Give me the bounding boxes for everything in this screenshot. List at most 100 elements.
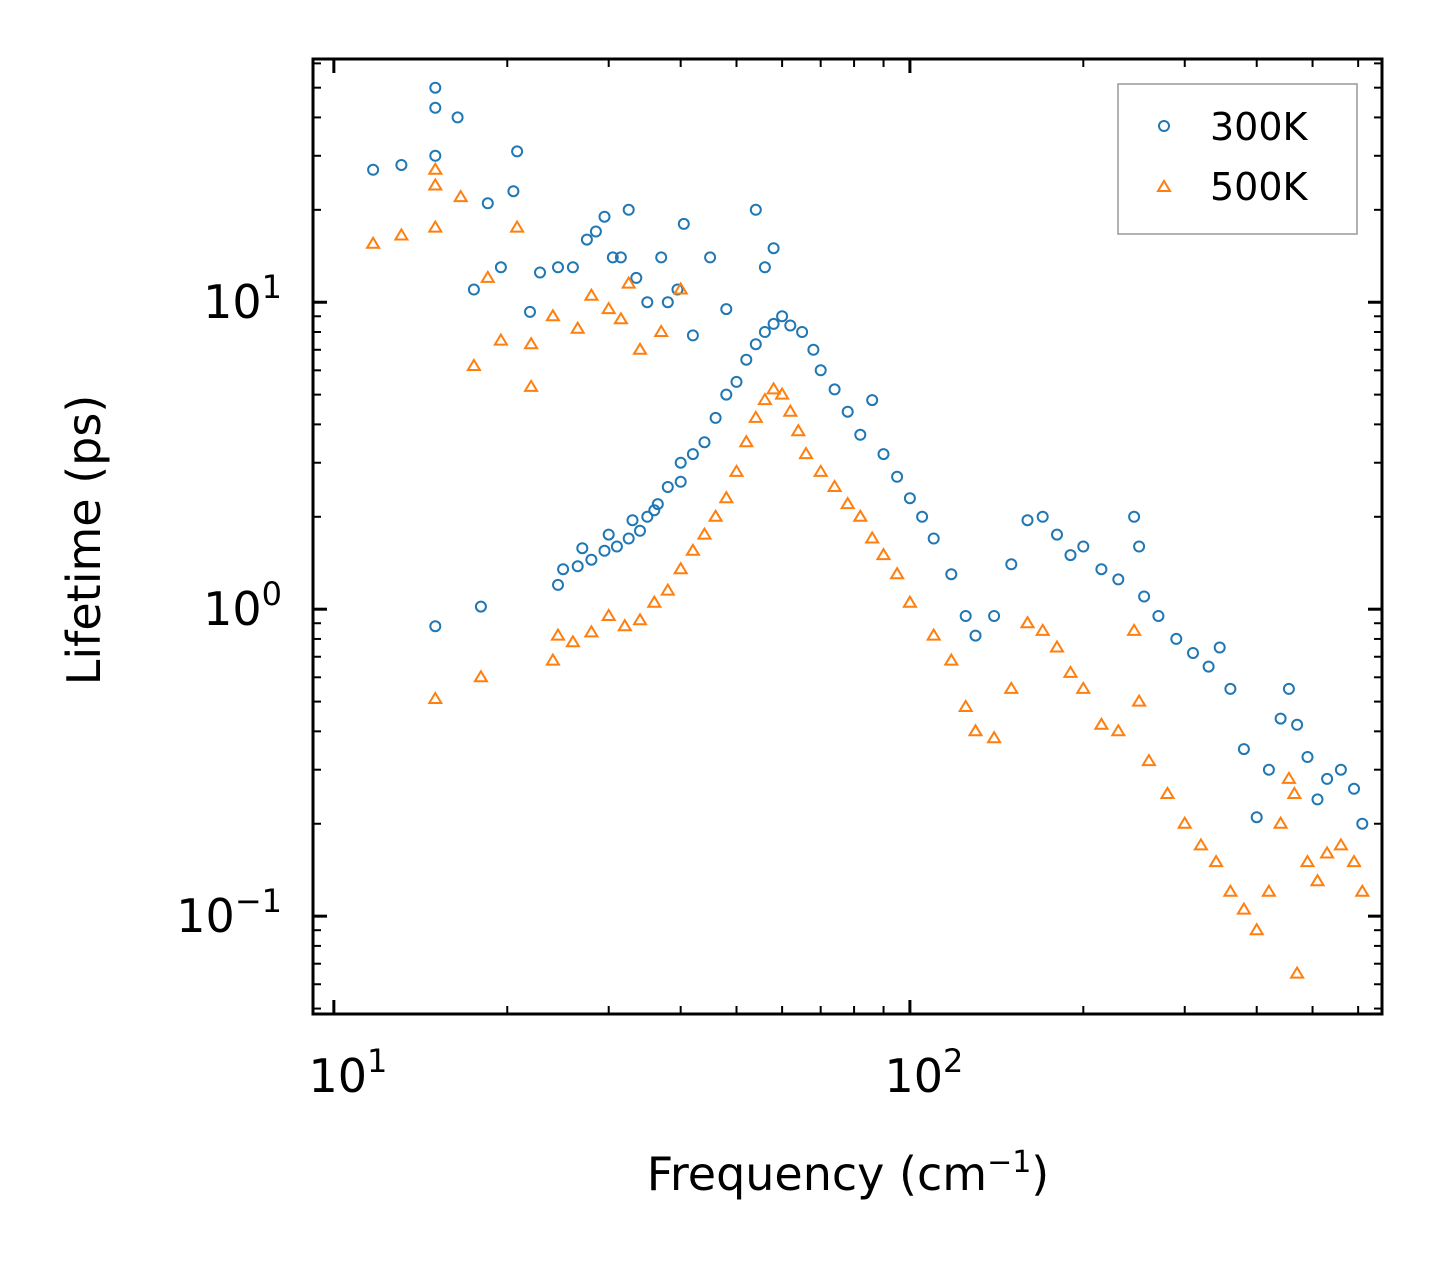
point-500k-57 <box>967 723 984 737</box>
point-300k-96 <box>1237 743 1250 756</box>
point-300k-72 <box>903 492 916 505</box>
point-300k-51 <box>674 475 687 488</box>
point-500k-83 <box>1309 873 1326 887</box>
point-500k-17 <box>620 275 637 289</box>
point-500k-68 <box>1131 693 1147 707</box>
point-300k-42 <box>651 498 664 511</box>
point-300k-55 <box>720 388 733 401</box>
point-500k-31 <box>660 582 676 596</box>
point-300k-19 <box>614 251 627 264</box>
point-500k-52 <box>889 566 905 580</box>
point-500k-49 <box>852 508 869 522</box>
point-500k-60 <box>1019 615 1036 629</box>
legend-marker-300k <box>1158 120 1170 132</box>
point-300k-59 <box>758 326 771 338</box>
point-500k-56 <box>957 699 974 712</box>
point-300k-73 <box>916 510 929 523</box>
point-500k-22 <box>473 669 489 683</box>
point-300k-56 <box>730 375 743 388</box>
point-300k-32 <box>758 261 771 274</box>
point-500k-48 <box>839 496 856 510</box>
point-300k-43 <box>661 481 674 493</box>
point-500k-15 <box>600 301 617 315</box>
point-500k-7 <box>509 219 525 233</box>
y-axis-title: Lifetime (ps) <box>57 395 111 686</box>
point-500k-75 <box>1236 901 1252 915</box>
points-layer <box>365 81 1371 979</box>
point-500k-79 <box>1281 770 1297 784</box>
point-300k-22 <box>641 296 654 309</box>
point-500k-44 <box>790 423 807 437</box>
legend-box <box>1117 83 1358 235</box>
point-500k-63 <box>1062 664 1079 678</box>
point-300k-39 <box>622 532 635 545</box>
point-300k-85 <box>1095 563 1108 576</box>
point-300k-30 <box>749 203 762 216</box>
point-300k-36 <box>585 553 598 566</box>
point-500k-9 <box>466 358 482 371</box>
point-500k-76 <box>1248 922 1265 936</box>
point-300k-26 <box>677 217 690 230</box>
point-500k-84 <box>1319 845 1335 859</box>
point-300k-18 <box>606 251 619 264</box>
point-300k-63 <box>796 326 809 338</box>
point-500k-19 <box>653 324 669 337</box>
point-300k-4 <box>429 149 442 162</box>
point-300k-16 <box>589 225 602 238</box>
point-300k-2 <box>429 81 442 94</box>
series-500k <box>365 161 1371 979</box>
x-tick-label-0: 101 <box>308 1042 387 1103</box>
point-500k-0 <box>365 235 381 249</box>
point-300k-106 <box>1348 782 1360 795</box>
point-300k-61 <box>776 310 789 323</box>
point-500k-77 <box>1261 883 1277 897</box>
point-300k-13 <box>552 261 564 274</box>
point-300k-45 <box>429 620 442 633</box>
point-300k-52 <box>686 448 699 461</box>
point-500k-29 <box>632 612 648 626</box>
point-500k-5 <box>452 189 469 203</box>
point-500k-30 <box>646 594 663 608</box>
y-tick-label-0: 10−1 <box>176 882 282 943</box>
point-300k-27 <box>686 329 699 342</box>
point-300k-97 <box>1250 811 1263 824</box>
point-300k-1 <box>395 159 408 171</box>
point-300k-5 <box>451 111 464 124</box>
point-300k-31 <box>767 242 780 255</box>
point-300k-62 <box>784 319 797 332</box>
point-300k-74 <box>927 532 940 545</box>
labels-layer: 101 102 10−1 100 101 <box>176 268 963 1103</box>
point-500k-6 <box>480 269 496 283</box>
point-300k-93 <box>1202 660 1215 673</box>
point-500k-86 <box>1346 854 1362 868</box>
point-300k-17 <box>598 210 611 223</box>
point-500k-78 <box>1272 815 1289 829</box>
point-500k-21 <box>427 691 444 704</box>
point-300k-47 <box>576 542 589 555</box>
point-500k-51 <box>875 547 892 561</box>
point-300k-90 <box>1152 610 1165 622</box>
point-500k-67 <box>1126 622 1142 636</box>
y-tick-label-2: 101 <box>203 268 282 329</box>
point-300k-11 <box>524 305 536 318</box>
point-500k-64 <box>1075 680 1092 694</box>
point-300k-88 <box>1133 540 1146 553</box>
point-300k-7 <box>507 185 520 198</box>
point-300k-87 <box>1128 510 1141 523</box>
point-300k-82 <box>1051 528 1063 541</box>
point-300k-107 <box>1356 817 1369 830</box>
point-300k-49 <box>626 514 639 527</box>
point-300k-54 <box>709 411 722 424</box>
point-300k-66 <box>828 383 841 396</box>
point-500k-65 <box>1093 716 1110 730</box>
point-300k-41 <box>641 510 654 523</box>
point-500k-39 <box>748 409 764 423</box>
point-500k-25 <box>565 634 581 648</box>
point-300k-9 <box>467 283 480 296</box>
point-300k-101 <box>1291 718 1304 731</box>
point-300k-28 <box>704 251 717 264</box>
point-500k-85 <box>1333 837 1349 851</box>
point-300k-53 <box>698 436 711 449</box>
point-300k-100 <box>1282 682 1295 695</box>
point-500k-10 <box>523 336 539 350</box>
